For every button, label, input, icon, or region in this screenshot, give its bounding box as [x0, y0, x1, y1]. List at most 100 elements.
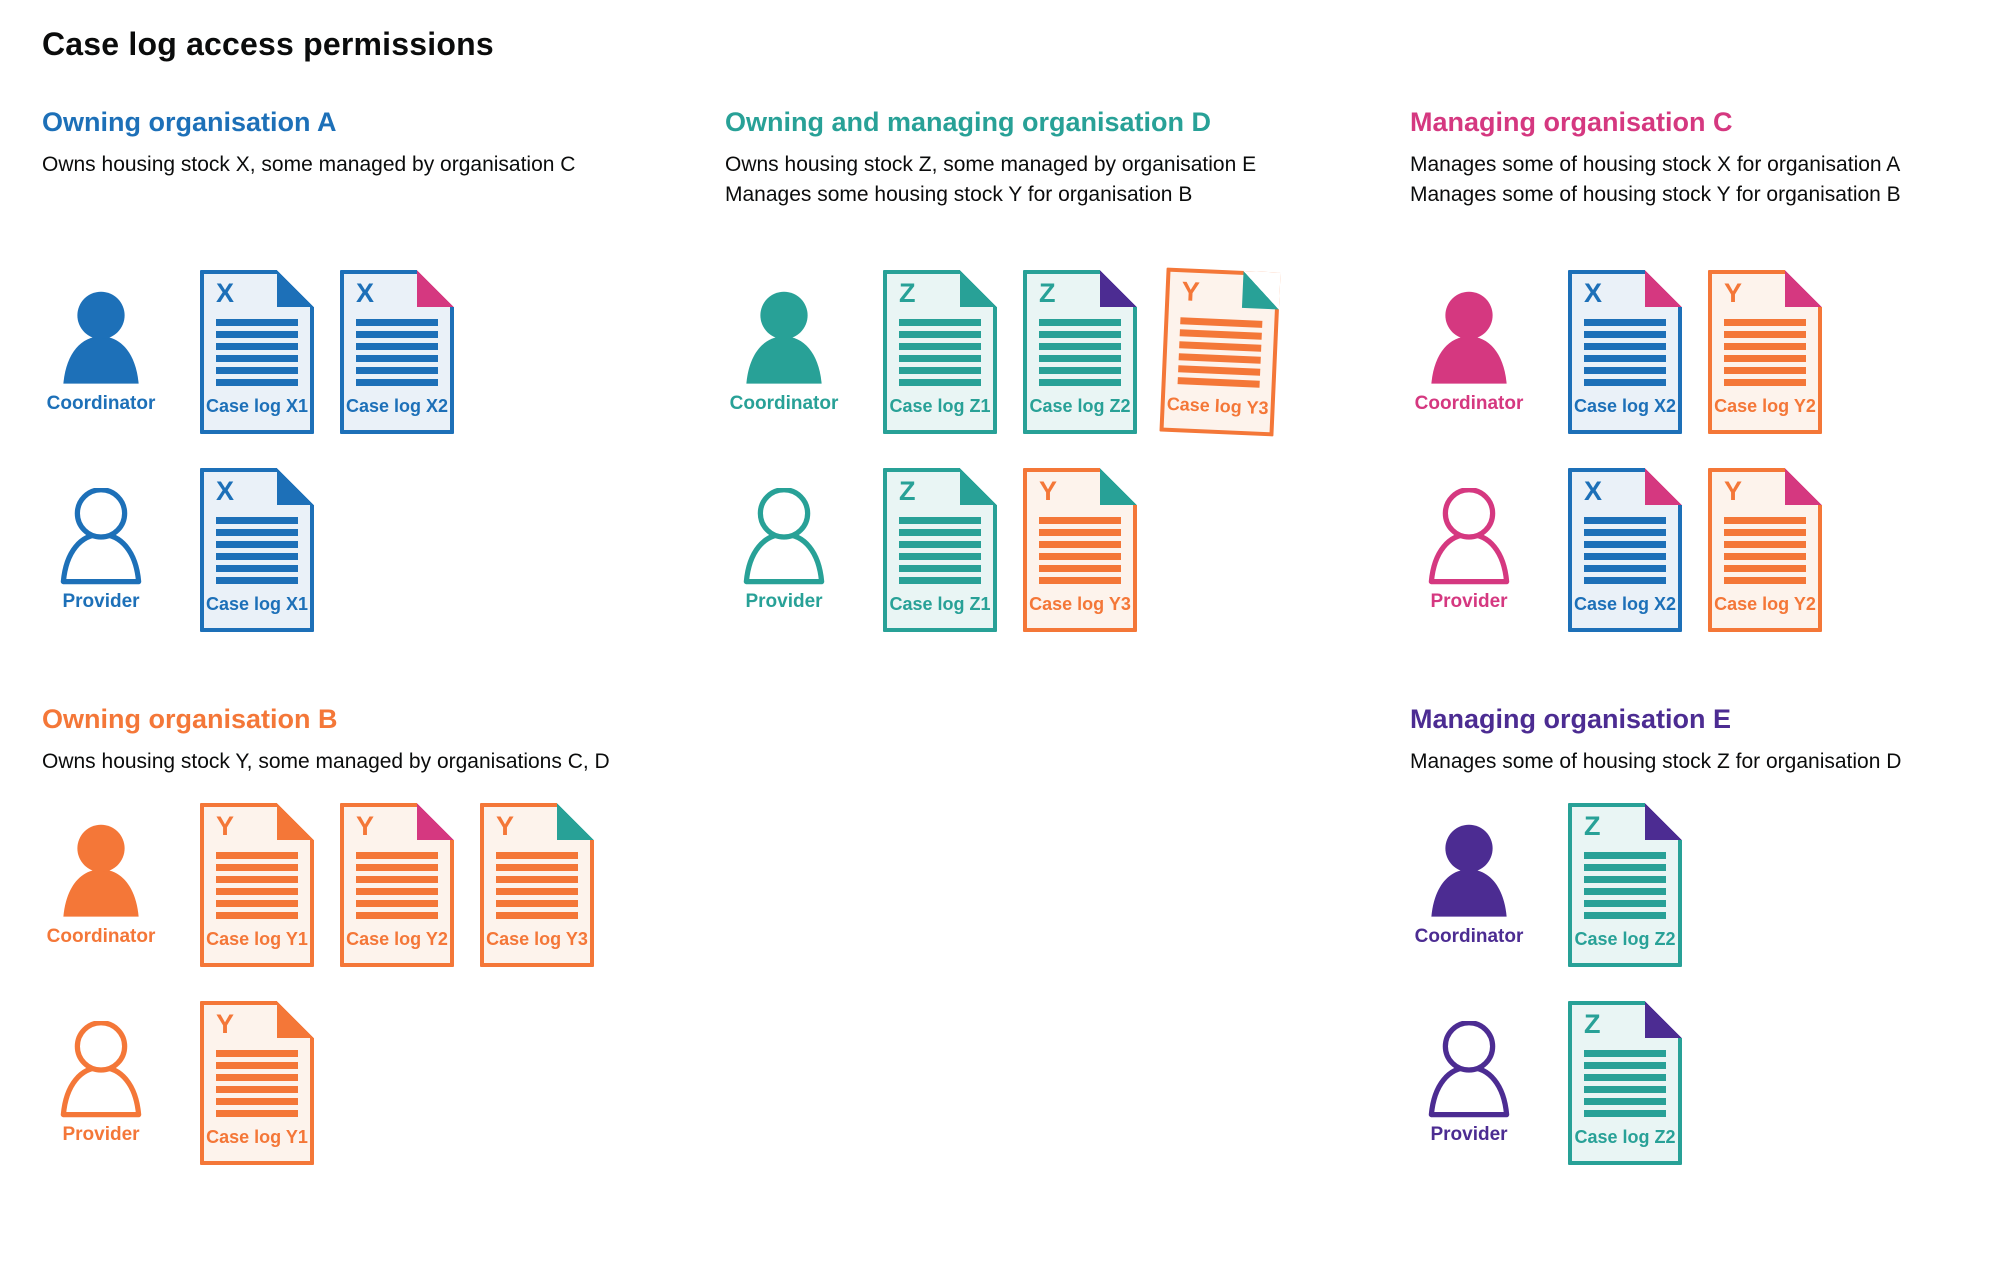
description-line: Manages some of housing stock Z for orga…: [1410, 750, 1902, 774]
text-line: [356, 852, 438, 860]
text-line: [1584, 343, 1666, 351]
text-line: [1584, 1074, 1666, 1082]
doc-text-lines-icon: [899, 319, 981, 391]
case-log-doc: Y Case log Y3: [1159, 267, 1281, 437]
text-line: [356, 379, 438, 387]
text-line: [1584, 541, 1666, 549]
case-log-doc: Y Case log Y3: [480, 803, 594, 968]
text-line: [899, 367, 981, 375]
case-log-doc: Z Case log Z2: [1568, 803, 1682, 968]
text-line: [1584, 577, 1666, 585]
text-line: [356, 343, 438, 351]
text-line: [1724, 331, 1806, 339]
coordinator-block: Coordinator: [1410, 823, 1528, 948]
text-line: [1178, 353, 1261, 364]
folded-corner-icon: [1785, 270, 1822, 308]
doc-text-lines-icon: [1584, 852, 1666, 924]
coordinator-block: Coordinator: [1410, 290, 1528, 415]
text-line: [1584, 1098, 1666, 1106]
doc-caption: Case log Y1: [206, 929, 308, 950]
text-line: [1039, 379, 1121, 387]
text-line: [1724, 367, 1806, 375]
text-line: [1584, 900, 1666, 908]
doc-letter: Z: [1584, 1009, 1601, 1040]
role-row-provider: Provider X Case log X2 Y Case log Y2: [1410, 468, 1958, 633]
text-line: [1584, 319, 1666, 327]
section-title: Managing organisation C: [1410, 107, 1733, 137]
folded-corner-icon: [1100, 468, 1137, 506]
folded-corner-icon: [417, 270, 454, 308]
role-label: Coordinator: [1414, 925, 1524, 947]
text-line: [216, 517, 298, 525]
text-line: [1584, 864, 1666, 872]
doc-caption: Case log Y2: [1714, 396, 1816, 417]
folded-corner-icon: [1645, 1001, 1682, 1039]
doc-text-lines-icon: [1039, 319, 1121, 391]
role-row-coordinator: Coordinator Z Case log Z1 Z Case log Z2 Y Case…: [725, 267, 1410, 437]
text-line: [899, 343, 981, 351]
case-log-doc: Y Case log Y2: [1708, 270, 1822, 435]
doc-caption: Case log Z2: [1574, 1127, 1676, 1148]
text-line: [216, 1110, 298, 1118]
role-label: Coordinator: [1414, 392, 1524, 414]
text-line: [1724, 541, 1806, 549]
text-line: [496, 852, 578, 860]
doc-caption: Case log Y1: [206, 1127, 308, 1148]
text-line: [1724, 565, 1806, 573]
doc-caption: Case log Z2: [1574, 929, 1676, 950]
text-line: [216, 1050, 298, 1058]
folded-corner-icon: [960, 270, 997, 308]
folded-corner-icon: [417, 803, 454, 841]
doc-caption: Case log X1: [206, 396, 309, 417]
text-line: [899, 541, 981, 549]
doc-letter: Z: [899, 476, 916, 507]
doc-letter: Y: [216, 1009, 235, 1040]
text-line: [216, 864, 298, 872]
text-line: [1178, 365, 1261, 376]
text-line: [899, 577, 981, 585]
role-row-coordinator: Coordinator X Case log X1 X Case log X2: [42, 270, 725, 435]
text-line: [356, 331, 438, 339]
description-line: Owns housing stock X, some managed by or…: [42, 153, 576, 177]
text-line: [1584, 553, 1666, 561]
provider-person-icon: [60, 1020, 142, 1117]
text-line: [899, 319, 981, 327]
case-log-doc: Y Case log Y1: [200, 1001, 314, 1166]
doc-letter: Y: [1724, 476, 1743, 507]
text-line: [216, 565, 298, 573]
coordinator-block: Coordinator: [42, 290, 160, 415]
text-line: [356, 864, 438, 872]
provider-block: Provider: [42, 487, 160, 613]
coordinator-block: Coordinator: [42, 823, 160, 948]
page-title: Case log access permissions: [42, 26, 494, 62]
doc-letter: Y: [216, 811, 235, 842]
role-row-provider: Provider X Case log X1: [42, 468, 725, 633]
text-line: [1724, 517, 1806, 525]
doc-letter: Y: [1039, 476, 1058, 507]
case-log-doc: Z Case log Z1: [883, 270, 997, 435]
text-line: [1584, 331, 1666, 339]
case-log-doc: X Case log X2: [1568, 468, 1682, 633]
text-line: [216, 900, 298, 908]
doc-letter: Y: [356, 811, 375, 842]
text-line: [899, 529, 981, 537]
text-line: [356, 319, 438, 327]
text-line: [216, 577, 298, 585]
doc-caption: Case log X2: [1574, 396, 1677, 417]
provider-person-icon: [60, 487, 142, 584]
doc-text-lines-icon: [356, 852, 438, 924]
doc-text-lines-icon: [1584, 1050, 1666, 1122]
description-line: Manages some of housing stock Y for orga…: [1410, 183, 1901, 207]
doc-text-lines-icon: [1724, 517, 1806, 589]
text-line: [1724, 343, 1806, 351]
section-description: Owns housing stock Z, some managed by or…: [725, 150, 1410, 212]
case-log-doc: Z Case log Z2: [1023, 270, 1137, 435]
text-line: [356, 888, 438, 896]
text-line: [496, 900, 578, 908]
doc-caption: Case log Y2: [346, 929, 448, 950]
text-line: [899, 355, 981, 363]
section-owning-organisation-a: Owning organisation A Owns housing stock …: [42, 107, 725, 633]
text-line: [1584, 888, 1666, 896]
text-line: [1584, 1086, 1666, 1094]
doc-text-lines-icon: [1724, 319, 1806, 391]
